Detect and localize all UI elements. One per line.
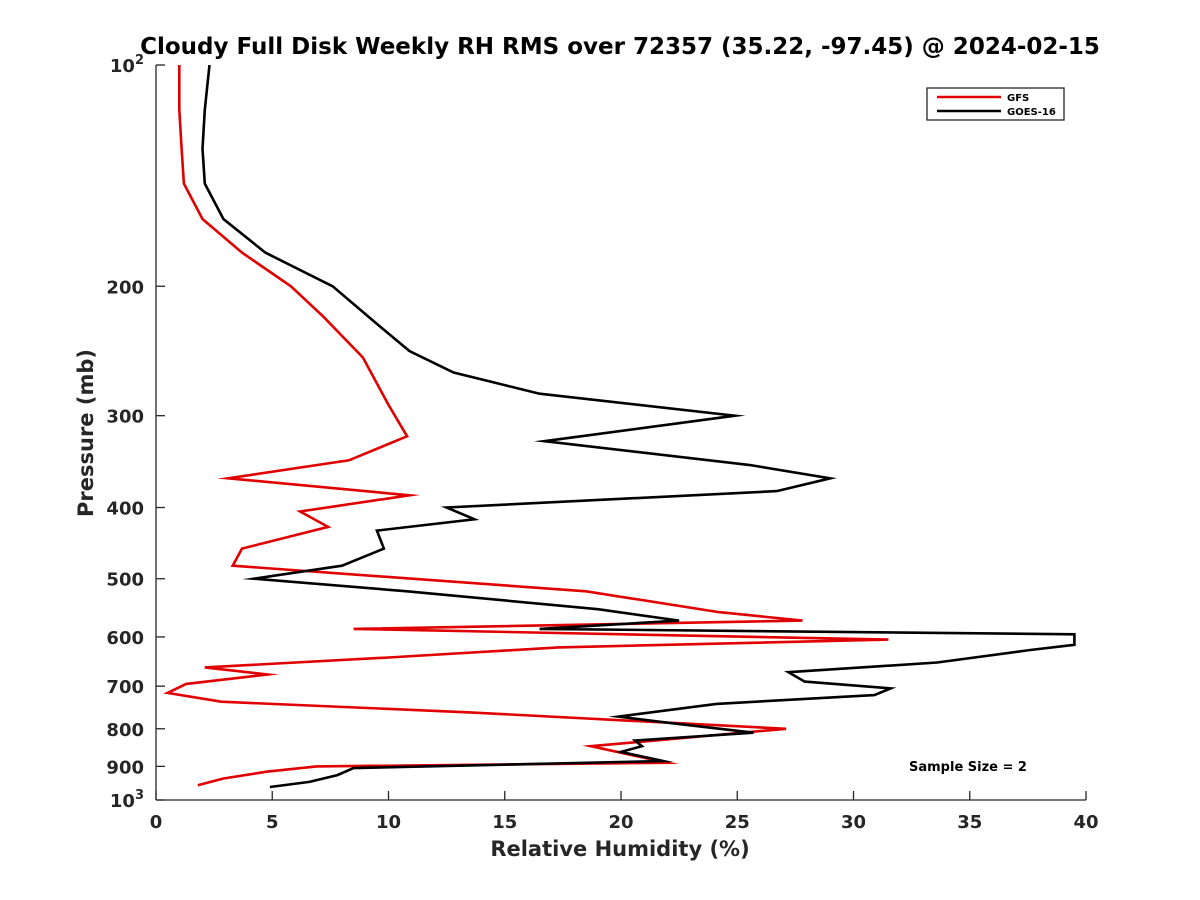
series-layer: [163, 65, 1076, 789]
y-axis-label: Pressure (mb): [74, 349, 98, 517]
x-tick-label: 30: [841, 812, 866, 833]
legend: GFS GOES-16: [926, 87, 1065, 121]
y-tick-label: 600: [106, 628, 144, 649]
y-tick-label: 700: [106, 677, 144, 698]
x-axis-label: Relative Humidity (%): [490, 837, 749, 861]
series-line-gfs: [163, 65, 889, 787]
x-tick-label: 25: [725, 812, 750, 833]
y-tick-label: 103: [110, 788, 144, 812]
legend-label-goes-16: GOES-16: [1007, 107, 1056, 118]
legend-box: [926, 87, 1065, 121]
x-tick-label: 10: [376, 812, 401, 833]
legend-label-gfs: GFS: [1007, 93, 1029, 104]
y-tick-label: 800: [106, 720, 144, 741]
x-tick-label: 0: [150, 812, 163, 833]
x-tick-label: 20: [608, 812, 633, 833]
y-tick-label: 400: [106, 499, 144, 520]
chart-title: Cloudy Full Disk Weekly RH RMS over 7235…: [140, 34, 1100, 60]
sample-size-annotation: Sample Size = 2: [909, 760, 1027, 775]
y-axis-ticks: 102 200 300 400 500 600 700 800 900 103: [106, 53, 165, 812]
x-tick-label: 5: [266, 812, 279, 833]
x-tick-label: 15: [492, 812, 517, 833]
plot-area: [156, 65, 1086, 800]
x-tick-label: 40: [1073, 812, 1098, 833]
y-tick-label: 300: [106, 407, 144, 428]
x-tick-label: 35: [957, 812, 982, 833]
y-tick-label: 102: [110, 53, 144, 77]
y-tick-label: 200: [106, 277, 144, 298]
y-tick-label: 500: [106, 570, 144, 591]
y-tick-label: 900: [106, 757, 144, 778]
series-line-goes-16: [201, 65, 1076, 789]
x-axis-ticks: 0 5 10 15 20 25 30 35 40: [150, 791, 1099, 833]
